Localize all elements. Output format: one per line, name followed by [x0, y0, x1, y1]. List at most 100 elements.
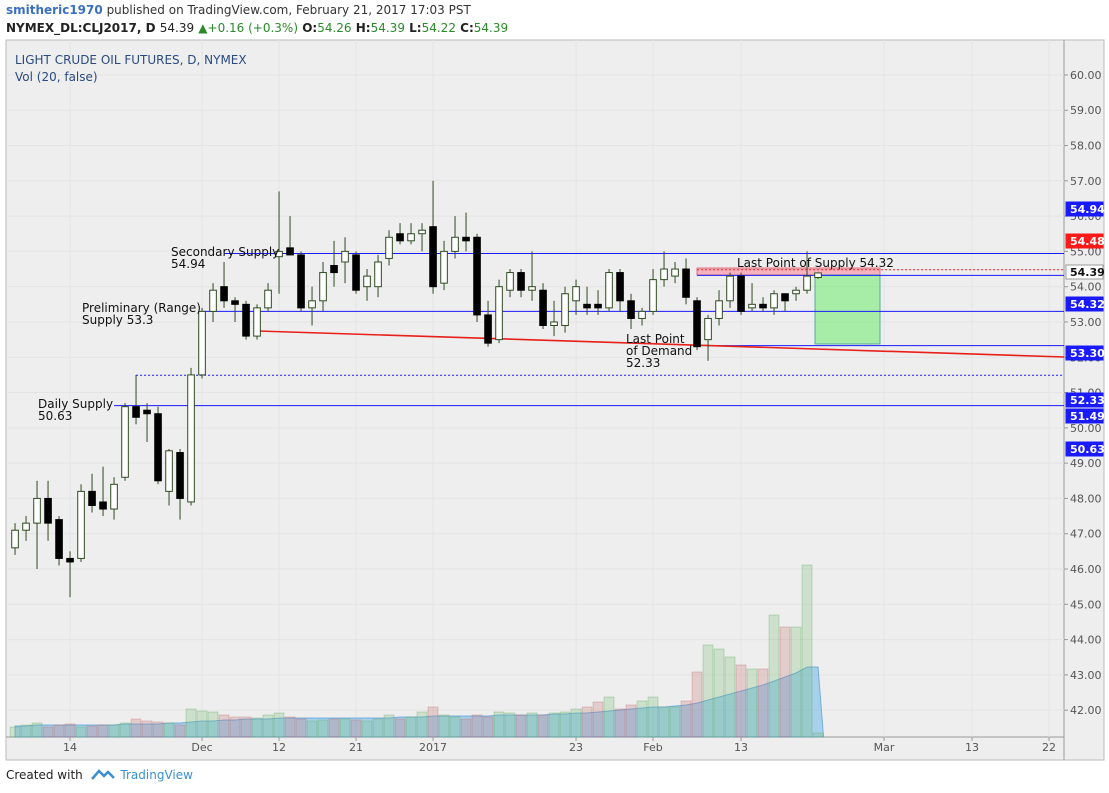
volume-bar: [185, 708, 197, 738]
h-label: H:: [355, 21, 371, 35]
candle-body: [55, 519, 63, 559]
annotation: Preliminary (Range): [82, 301, 201, 315]
volume-bar: [119, 722, 131, 738]
candle-body: [451, 236, 459, 252]
volume-bar: [702, 644, 714, 738]
author[interactable]: smitheric1970: [6, 3, 103, 17]
price-label-box: [1065, 296, 1104, 312]
price-label-box: [1065, 201, 1104, 217]
volume-bar: [614, 708, 626, 738]
candle-body: [88, 490, 96, 506]
volume-bar: [592, 701, 604, 738]
candle-body: [682, 268, 690, 298]
candle-body: [561, 293, 569, 327]
y-tick-label: 43.00: [1070, 669, 1102, 682]
candle-body: [693, 300, 701, 348]
volume-bar: [295, 718, 307, 738]
candle-body: [110, 483, 118, 510]
target-zone: [814, 274, 881, 345]
candle-body: [803, 275, 811, 291]
volume-bar: [416, 711, 428, 738]
volume-bar: [53, 724, 65, 738]
volume-bar: [625, 704, 637, 738]
annotation: 50.63: [38, 409, 72, 423]
candle-body: [649, 279, 657, 312]
candle-body: [44, 497, 52, 524]
candle-body: [143, 409, 151, 415]
volume-pane: [9, 564, 825, 738]
volume-bar: [328, 718, 340, 738]
volume-bar: [20, 724, 32, 738]
candle-body: [792, 289, 800, 295]
candles: [11, 180, 822, 598]
candle-body: [638, 310, 646, 319]
chart-frame: [5, 39, 1105, 761]
x-tick-label: 22: [1042, 741, 1056, 754]
publish-line: smitheric1970 published on TradingView.c…: [6, 3, 471, 17]
candle-body: [209, 289, 217, 312]
x-tick-label: Dec: [191, 741, 212, 754]
volume-bar: [746, 668, 758, 738]
x-tick-label: 12: [272, 741, 286, 754]
volume-bar: [317, 719, 329, 738]
up-arrow: ▲: [198, 21, 208, 35]
candle-body: [374, 261, 382, 288]
candle-body: [77, 490, 85, 559]
price-label-box: [1065, 441, 1104, 457]
volume-bar: [207, 711, 219, 738]
candle-body: [187, 374, 195, 503]
y-tick-label: 42.00: [1070, 704, 1102, 717]
candle-body: [748, 303, 756, 309]
x-tick-label: Mar: [874, 741, 895, 754]
candle-body: [319, 272, 327, 302]
annotation: Supply 53.3: [82, 313, 153, 327]
volume-bar: [218, 714, 230, 738]
candle-body: [253, 307, 261, 337]
candle-body: [341, 250, 349, 263]
y-tick-label: 45.00: [1070, 598, 1102, 611]
price-label: 54.48: [1070, 235, 1105, 248]
y-tick-label: 46.00: [1070, 563, 1102, 576]
candle-body: [264, 289, 272, 309]
price-label-box: [1065, 408, 1104, 424]
y-tick-label: 49.00: [1070, 457, 1102, 470]
brand[interactable]: TradingView: [120, 768, 193, 782]
volume-bar: [680, 700, 692, 738]
y-tick-label: 59.00: [1070, 104, 1102, 117]
volume-bar: [658, 706, 670, 738]
open: 54.26: [317, 21, 352, 35]
volume-bar: [757, 668, 769, 738]
annotation: Last Point: [626, 332, 685, 346]
chart-subtitle: Vol (20, false): [15, 70, 98, 84]
volume-bar: [449, 716, 461, 738]
candle-body: [308, 300, 316, 309]
volume-bar: [636, 700, 648, 738]
published: published on TradingView.com, February 2…: [106, 3, 471, 17]
candle-body: [495, 286, 503, 341]
candle-body: [33, 497, 41, 524]
candle-body: [759, 303, 767, 309]
volume-bar: [537, 714, 549, 738]
annotation: of Demand: [626, 344, 692, 358]
volume-bar: [163, 722, 175, 738]
volume-bar: [768, 614, 780, 738]
volume-bar: [130, 718, 142, 738]
high: 54.39: [370, 21, 405, 35]
volume-bar: [97, 724, 109, 738]
y-tick-label: 47.00: [1070, 528, 1102, 541]
candle-body: [66, 557, 74, 563]
price-label-box: [1065, 264, 1104, 280]
price-label-box: [1065, 345, 1104, 361]
x-tick-label: 21: [349, 741, 363, 754]
volume-bar: [526, 712, 538, 738]
price-label-box: [1065, 233, 1104, 249]
l-label: L:: [409, 21, 422, 35]
volume-bar: [108, 724, 120, 738]
annotation: 54.94: [171, 257, 205, 271]
volume-bar: [790, 626, 802, 738]
price-label: 53.30: [1070, 347, 1105, 360]
candle-body: [671, 268, 679, 277]
c-label: C:: [460, 21, 474, 35]
volume-bar: [735, 664, 747, 738]
